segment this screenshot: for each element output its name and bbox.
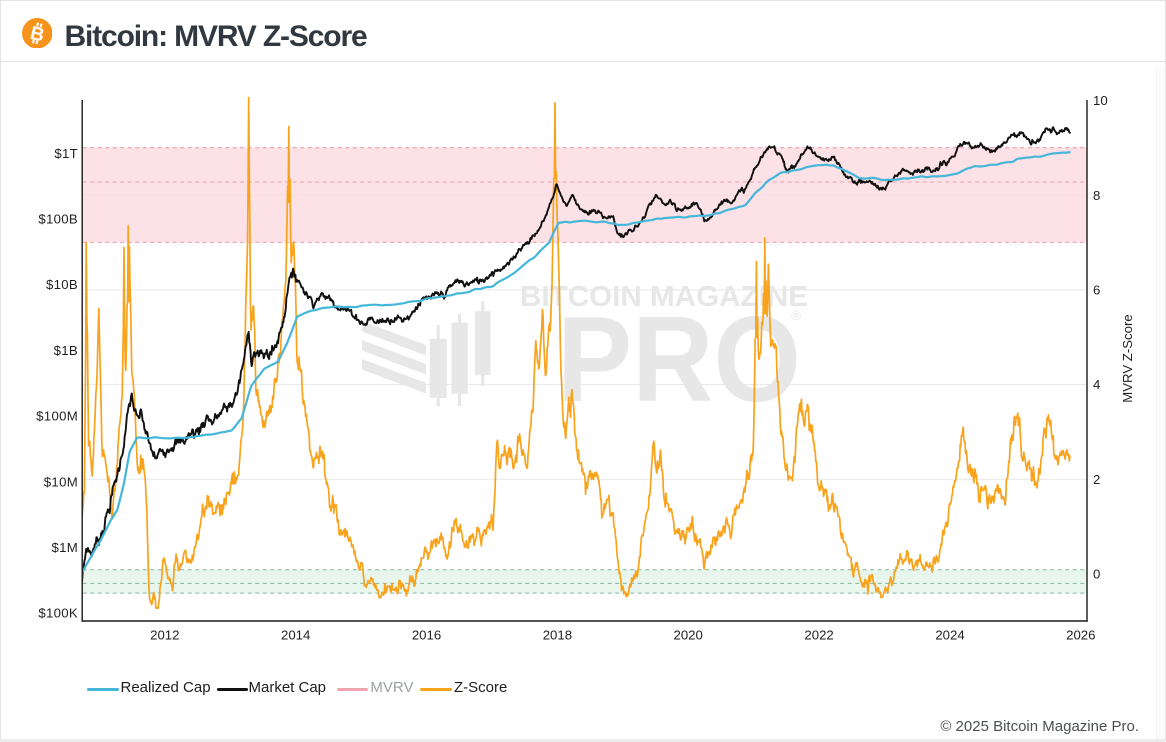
- svg-text:$100B: $100B: [38, 212, 78, 227]
- svg-text:2024: 2024: [935, 628, 964, 643]
- svg-text:$10B: $10B: [46, 277, 78, 292]
- svg-text:0: 0: [1093, 567, 1100, 582]
- svg-text:2: 2: [1093, 472, 1100, 487]
- svg-text:8: 8: [1093, 188, 1100, 203]
- svg-text:2018: 2018: [543, 628, 572, 643]
- svg-text:2020: 2020: [674, 628, 703, 643]
- svg-text:$1B: $1B: [54, 343, 78, 358]
- svg-text:6: 6: [1093, 283, 1100, 298]
- svg-text:2014: 2014: [281, 628, 310, 643]
- svg-text:$100K: $100K: [38, 606, 78, 621]
- svg-text:2012: 2012: [150, 628, 179, 643]
- svg-text:10: 10: [1093, 93, 1108, 108]
- svg-text:2022: 2022: [804, 628, 833, 643]
- svg-text:MVRV Z-Score: MVRV Z-Score: [1120, 314, 1135, 402]
- svg-text:4: 4: [1093, 377, 1100, 392]
- svg-text:$1M: $1M: [51, 540, 78, 555]
- svg-text:®: ®: [791, 308, 801, 323]
- svg-text:$10M: $10M: [44, 474, 78, 489]
- svg-text:$1T: $1T: [54, 146, 78, 161]
- svg-text:B: B: [27, 22, 45, 46]
- svg-text:BITCOIN MAGAZINE: BITCOIN MAGAZINE: [520, 281, 808, 313]
- svg-text:2026: 2026: [1066, 628, 1095, 643]
- svg-text:2016: 2016: [412, 628, 441, 643]
- svg-text:$100M: $100M: [36, 409, 78, 424]
- svg-text:PRO: PRO: [557, 291, 801, 427]
